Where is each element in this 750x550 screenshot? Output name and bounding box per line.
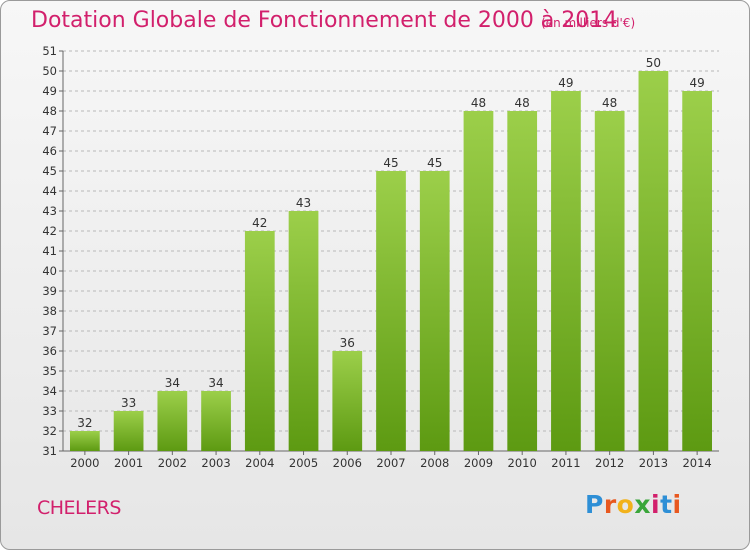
logo-letter: x	[634, 490, 651, 519]
x-tick-label: 2004	[245, 456, 274, 470]
logo-letter: i	[672, 490, 682, 519]
y-tick-label: 39	[42, 284, 57, 298]
bar-2012	[594, 111, 625, 451]
x-tick-label: 2009	[464, 456, 493, 470]
data-label-2002: 34	[165, 376, 180, 390]
bar-2005	[288, 211, 319, 451]
logo-letter: o	[616, 490, 635, 519]
x-tick-label: 2008	[420, 456, 449, 470]
logo-letter: t	[660, 490, 673, 519]
bar-2009	[463, 111, 494, 451]
data-label-2005: 43	[296, 196, 311, 210]
data-label-2013: 50	[646, 56, 661, 70]
bars	[69, 71, 713, 451]
data-label-2014: 49	[689, 76, 704, 90]
y-tick-label: 42	[42, 224, 57, 238]
y-tick-label: 37	[42, 324, 57, 338]
data-label-2008: 45	[427, 156, 442, 170]
x-tick-label: 2013	[639, 456, 668, 470]
data-label-2012: 48	[602, 96, 617, 110]
labels: 31 32 33 34 35 36 37 38 39 40 41 42 43 44 45 46 47 48 49 50…	[42, 44, 711, 470]
y-tick-label: 41	[42, 244, 57, 258]
data-label-2001: 33	[121, 396, 136, 410]
bar-2011	[551, 91, 581, 451]
x-tick-label: 2011	[551, 456, 580, 470]
proxiti-logo[interactable]: Proxiti	[585, 490, 682, 519]
data-label-2007: 45	[383, 156, 398, 170]
y-tick-label: 40	[42, 264, 57, 278]
y-tick-label: 34	[42, 384, 57, 398]
bar-2006	[332, 351, 363, 451]
y-tick-label: 47	[42, 124, 57, 138]
x-tick-label: 2001	[114, 456, 143, 470]
y-tick-label: 49	[42, 84, 57, 98]
y-tick-label: 50	[42, 64, 57, 78]
logo-letter: i	[651, 490, 661, 519]
x-tick-label: 2000	[70, 456, 99, 470]
x-tick-label: 2005	[289, 456, 318, 470]
chart-title: Dotation Globale de Fonctionnement de 20…	[31, 8, 618, 33]
y-tick-label: 33	[42, 404, 57, 418]
x-tick-label: 2012	[595, 456, 624, 470]
bar-2002	[157, 391, 188, 451]
x-tick-label: 2007	[376, 456, 405, 470]
bar-2010	[507, 111, 538, 451]
y-tick-label: 46	[42, 144, 57, 158]
y-tick-label: 44	[42, 184, 57, 198]
data-label-2010: 48	[515, 96, 530, 110]
data-label-2006: 36	[340, 336, 355, 350]
bar-2014	[682, 91, 713, 451]
y-tick-label: 36	[42, 344, 57, 358]
data-label-2009: 48	[471, 96, 486, 110]
bar-2007	[376, 171, 406, 451]
x-tick-label: 2014	[682, 456, 711, 470]
bar-2013	[638, 71, 669, 451]
bar-2001	[113, 411, 144, 451]
bar-2000	[69, 431, 100, 451]
x-tick-label: 2006	[333, 456, 362, 470]
commune-name: CHELERS	[37, 497, 121, 519]
x-tick-label: 2003	[201, 456, 230, 470]
chart-subtitle: (en milliers d'€)	[541, 16, 636, 30]
x-tick-label: 2010	[508, 456, 537, 470]
y-tick-label: 48	[42, 104, 57, 118]
logo-letter: P	[585, 490, 604, 519]
x-tick-label: 2002	[158, 456, 187, 470]
y-tick-label: 43	[42, 204, 57, 218]
data-label-2003: 34	[208, 376, 223, 390]
y-tick-label: 32	[42, 424, 57, 438]
bar-2003	[201, 391, 231, 451]
y-tick-label: 51	[42, 44, 57, 58]
data-label-2000: 32	[77, 416, 92, 430]
logo-letter: r	[603, 490, 617, 519]
bar-2008	[419, 171, 450, 451]
y-tick-label: 38	[42, 304, 57, 318]
bar-2004	[244, 231, 275, 451]
y-tick-label: 45	[42, 164, 57, 178]
y-tick-label: 31	[42, 444, 57, 458]
data-label-2011: 49	[558, 76, 573, 90]
data-label-2004: 42	[252, 216, 267, 230]
y-tick-label: 35	[42, 364, 57, 378]
